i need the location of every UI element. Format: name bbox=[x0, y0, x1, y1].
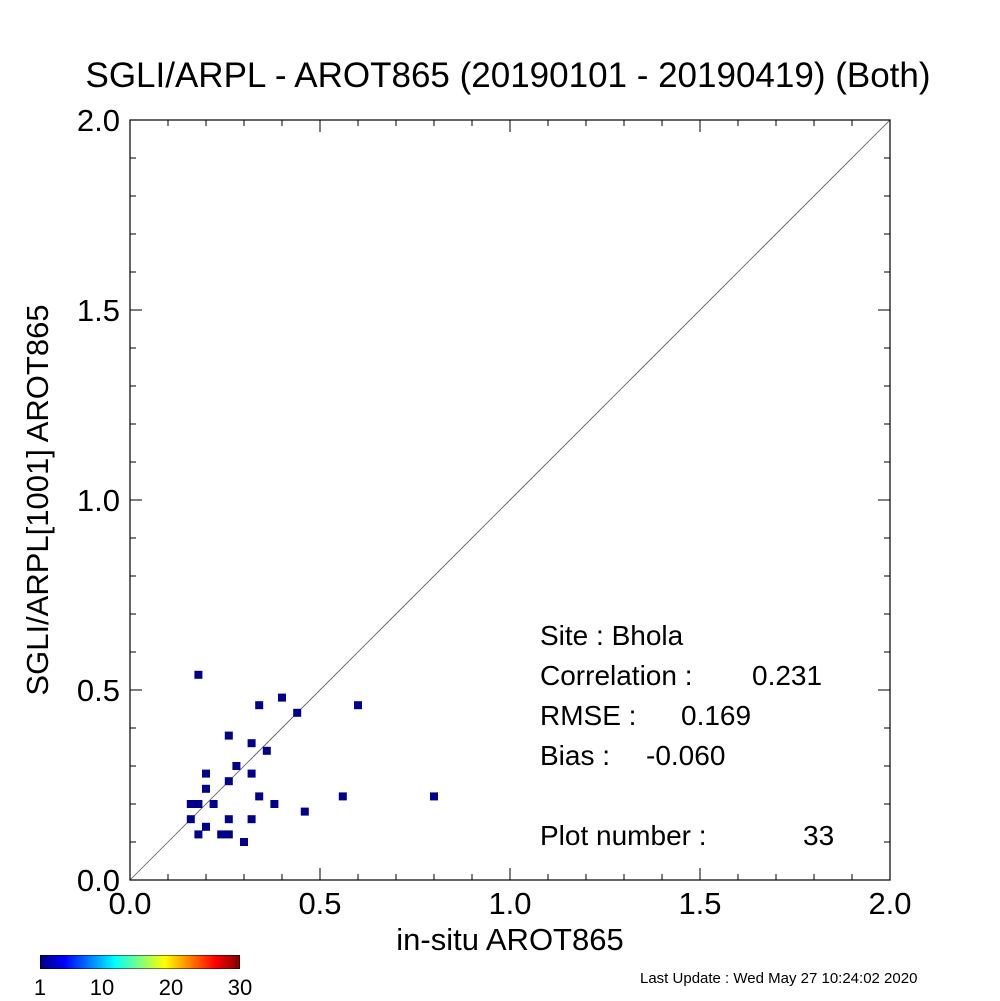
bias-value: -0.060 bbox=[646, 740, 726, 771]
data-point bbox=[209, 800, 218, 808]
data-point bbox=[247, 739, 256, 748]
plot-number-label: Plot number : bbox=[540, 820, 707, 851]
data-point bbox=[202, 769, 210, 778]
data-point bbox=[186, 800, 195, 808]
data-point bbox=[240, 838, 248, 846]
y-axis-label: SGLI/ARPL[1001] AROT865 bbox=[20, 304, 55, 696]
data-point bbox=[247, 769, 256, 778]
x-tick-label: 0.5 bbox=[298, 886, 341, 921]
data-point bbox=[430, 792, 438, 801]
y-tick-label: 1.0 bbox=[77, 483, 120, 518]
data-point bbox=[194, 800, 203, 808]
correlation-label: Correlation : bbox=[540, 660, 693, 691]
data-point bbox=[202, 822, 210, 831]
x-axis-label: in-situ AROT865 bbox=[396, 922, 624, 957]
data-point bbox=[224, 830, 233, 839]
data-point bbox=[338, 792, 347, 801]
data-point bbox=[270, 800, 279, 808]
data-point bbox=[293, 708, 302, 717]
data-point bbox=[224, 815, 233, 824]
site-label: Site : Bhola bbox=[540, 620, 684, 651]
colorbar bbox=[40, 955, 240, 969]
rmse-value: 0.169 bbox=[681, 700, 752, 731]
x-tick-label: 1.0 bbox=[488, 886, 531, 921]
colorbar-tick-1: 1 bbox=[33, 975, 47, 1000]
y-tick-label: 1.5 bbox=[77, 293, 120, 328]
one-to-one-line bbox=[129, 119, 891, 881]
data-point bbox=[354, 701, 362, 710]
data-point bbox=[300, 807, 309, 816]
y-tick-label: 0.5 bbox=[77, 673, 120, 708]
data-point bbox=[202, 784, 210, 793]
data-point bbox=[232, 762, 241, 770]
last-update: Last Update : Wed May 27 10:24:02 2020 bbox=[640, 970, 918, 987]
data-point bbox=[247, 815, 256, 824]
rmse-label: RMSE : bbox=[540, 700, 637, 731]
data-point bbox=[255, 701, 264, 710]
data-point bbox=[255, 792, 264, 801]
colorbar-tick-10: 10 bbox=[89, 975, 115, 1000]
bias-label: Bias : bbox=[540, 740, 611, 771]
x-tick-label: 1.5 bbox=[678, 886, 721, 921]
data-point bbox=[194, 830, 203, 839]
data-point bbox=[224, 731, 233, 740]
y-tick-label: 0.0 bbox=[77, 863, 120, 898]
colorbar-tick-20: 20 bbox=[158, 975, 184, 1000]
colorbar-tick-30: 30 bbox=[227, 975, 253, 1000]
data-point bbox=[262, 746, 271, 755]
data-point bbox=[194, 670, 203, 679]
x-tick-label: 2.0 bbox=[868, 886, 911, 921]
y-tick-label: 2.0 bbox=[77, 103, 120, 138]
correlation-value: 0.231 bbox=[752, 660, 823, 691]
chart-title: SGLI/ARPL - AROT865 (20190101 - 20190419… bbox=[85, 56, 931, 95]
x-tick-label: 0.0 bbox=[108, 886, 151, 921]
data-point bbox=[217, 830, 226, 839]
data-point bbox=[224, 777, 233, 786]
plot-number-value: 33 bbox=[803, 820, 835, 851]
data-point bbox=[278, 693, 286, 702]
data-point bbox=[186, 815, 195, 824]
